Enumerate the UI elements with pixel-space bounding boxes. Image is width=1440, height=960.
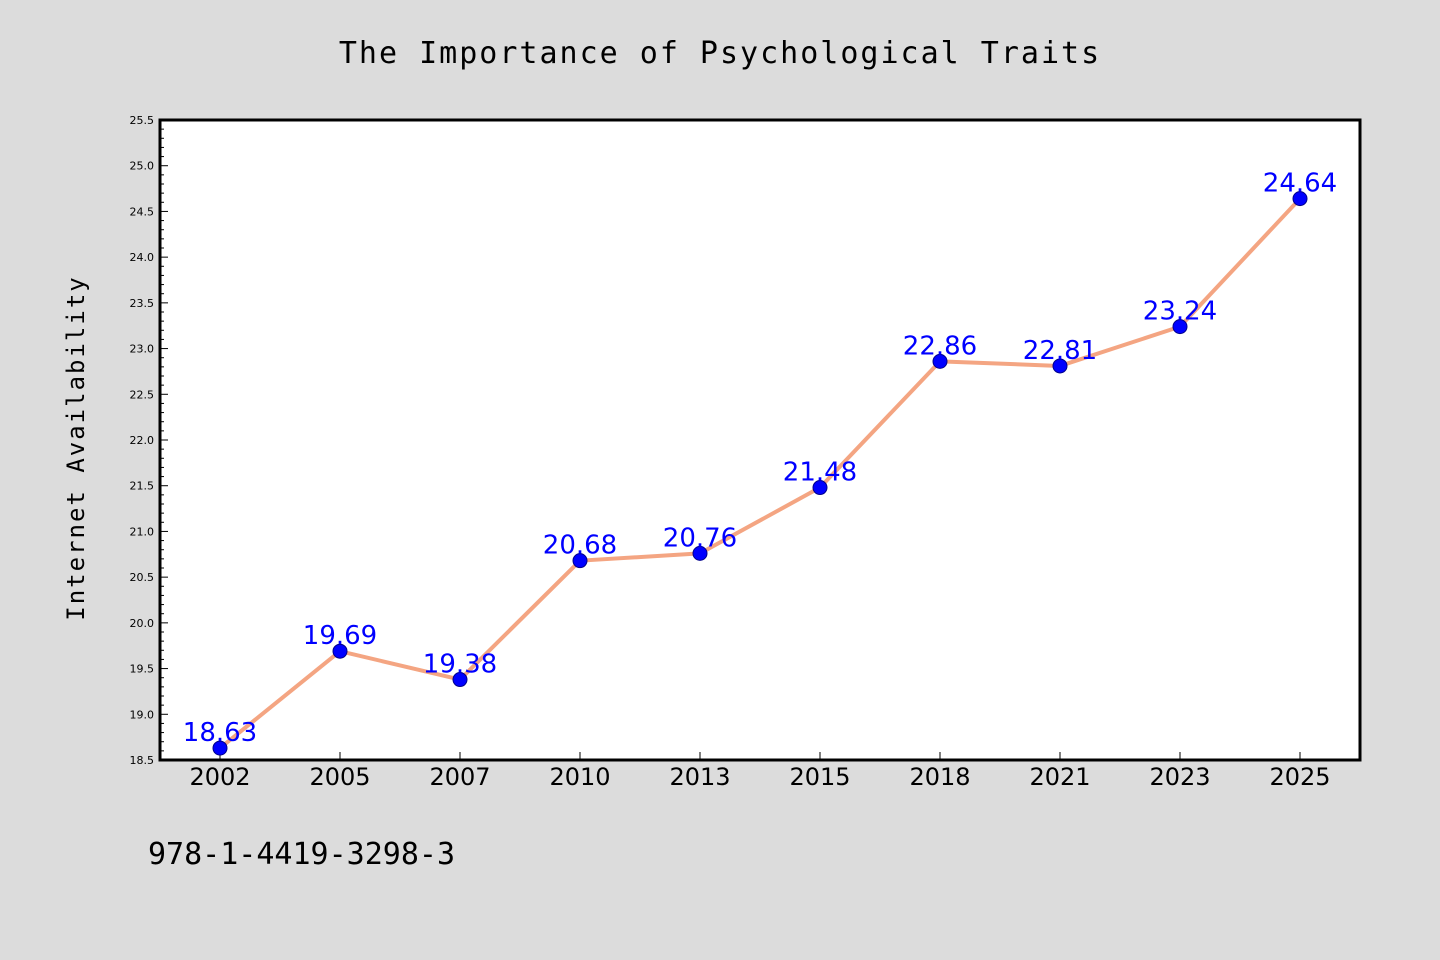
data-point (572, 553, 588, 569)
y-tick-label: 21.5 (130, 480, 155, 493)
y-tick-label: 23.0 (130, 343, 155, 356)
data-label: 19.38 (423, 650, 497, 680)
series-line (218, 196, 1302, 751)
chart-title: The Importance of Psychological Traits (339, 36, 1101, 71)
y-tick-label: 20.5 (130, 571, 155, 584)
series-layer: 18.63 19.69 19.38 20.68 20.76 21.48 22.86 22.81… (183, 169, 1337, 756)
data-label: 22.86 (903, 331, 977, 361)
data-point (812, 480, 828, 496)
x-axis: 2002 2005 2007 2010 2013 2015 2018 2021 2023 2025 (189, 752, 1331, 791)
data-label: 18.63 (183, 718, 257, 748)
data-label: 20.68 (543, 531, 617, 561)
data-point (1052, 358, 1068, 374)
x-tick-label: 2015 (789, 763, 850, 791)
data-label: 24.64 (1263, 169, 1337, 199)
data-point (212, 740, 228, 756)
data-point (932, 353, 948, 369)
y-tick-label: 24.5 (130, 205, 155, 218)
data-point (332, 643, 348, 659)
y-tick-label: 22.0 (130, 434, 155, 447)
x-tick-label: 2010 (549, 763, 610, 791)
x-tick-label: 2013 (669, 763, 730, 791)
data-label: 20.76 (663, 523, 737, 553)
data-point (452, 672, 468, 688)
data-label: 22.81 (1023, 336, 1097, 366)
y-tick-label: 23.5 (130, 297, 155, 310)
y-tick-label: 22.5 (130, 388, 155, 401)
plot-area (160, 120, 1360, 760)
y-tick-label: 25.5 (130, 114, 155, 127)
y-tick-label: 19.5 (130, 663, 155, 676)
data-point (1292, 191, 1308, 207)
data-label: 21.48 (783, 458, 857, 488)
y-tick-label: 21.0 (130, 525, 155, 538)
y-tick-label: 20.0 (130, 617, 155, 630)
y-axis: 18.5 19.0 19.5 20.0 20.5 21.0 21.5 22.0 22.5 23.0… (130, 114, 168, 767)
x-tick-label: 2018 (909, 763, 970, 791)
x-tick-label: 2023 (1149, 763, 1210, 791)
y-tick-label: 18.5 (130, 754, 155, 767)
y-axis-label: Internet Availability (62, 275, 90, 620)
plot-frame (158, 118, 1362, 762)
x-tick-label: 2005 (309, 763, 370, 791)
data-point (1172, 319, 1188, 335)
x-tick-label: 2021 (1029, 763, 1090, 791)
y-tick-label: 25.0 (130, 160, 155, 173)
x-tick-label: 2007 (429, 763, 490, 791)
y-tick-label: 24.0 (130, 251, 155, 264)
data-label: 19.69 (303, 621, 377, 651)
x-tick-label: 2025 (1269, 763, 1330, 791)
data-label: 23.24 (1143, 297, 1217, 327)
isbn-caption: 978-1-4419-3298-3 (148, 837, 455, 872)
x-tick-label: 2002 (189, 763, 250, 791)
y-tick-label: 19.0 (130, 708, 155, 721)
data-point (692, 545, 708, 561)
